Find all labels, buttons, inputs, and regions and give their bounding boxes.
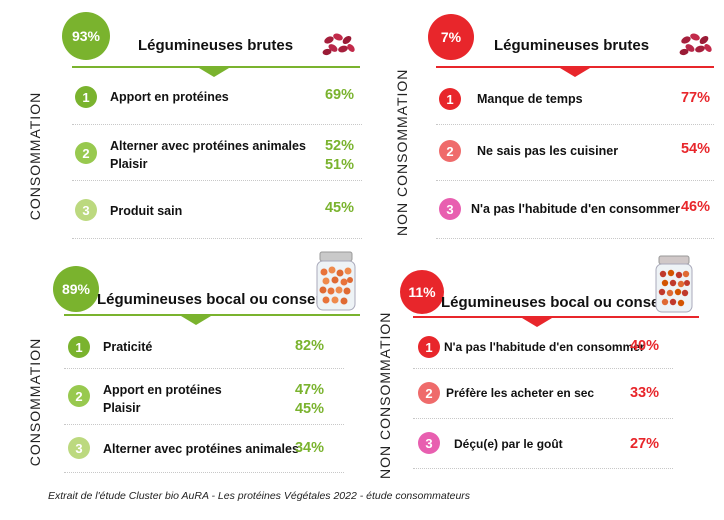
panel-underline: [413, 316, 699, 318]
reason-value: 82%: [294, 338, 324, 354]
reason-label: Plaisir: [110, 157, 148, 171]
jar-icon: [652, 254, 696, 314]
reason-label: Apport en protéines: [103, 383, 222, 397]
source-caption: Extrait de l'étude Cluster bio AuRA - Le…: [48, 490, 471, 502]
rank-badge: 3: [68, 437, 90, 459]
reason-value: 45%: [294, 401, 324, 417]
reason-value: 27%: [629, 436, 659, 452]
rank-badge: 2: [439, 140, 461, 162]
rank-badge: 1: [418, 336, 440, 358]
divider: [413, 368, 673, 370]
reason-value: 46%: [680, 199, 710, 215]
reason-value: 77%: [680, 90, 710, 106]
share-badge: 11%: [400, 270, 444, 314]
reason-label: N'a pas l'habitude d'en consommer: [471, 202, 680, 216]
reason-value: 69%: [324, 87, 354, 103]
divider: [72, 238, 362, 240]
red-beans-icon: [321, 30, 357, 58]
rank-badge: 1: [439, 88, 461, 110]
reason-label: Praticité: [103, 340, 153, 354]
group-label: CONSOMMATION: [27, 337, 43, 467]
reason-label: Plaisir: [103, 401, 141, 415]
reason-value: 40%: [629, 338, 659, 354]
reason-label: Manque de temps: [477, 92, 583, 106]
reason-label: Alterner avec protéines animales: [110, 139, 306, 153]
group-label: NON CONSOMMATION: [394, 68, 410, 236]
divider: [436, 124, 714, 126]
panel-pointer: [522, 318, 552, 327]
reason-label: Produit sain: [110, 204, 183, 218]
divider: [72, 180, 362, 182]
group-label: CONSOMMATION: [27, 91, 43, 221]
divider: [64, 472, 344, 474]
divider: [413, 468, 673, 470]
red-beans-icon: [678, 30, 714, 58]
rank-badge: 3: [439, 198, 461, 220]
panel-underline: [64, 314, 360, 316]
share-badge: 7%: [428, 14, 474, 60]
rank-badge: 3: [75, 199, 97, 221]
group-label: NON CONSOMMATION: [377, 311, 393, 479]
rank-badge: 2: [68, 385, 90, 407]
panel-title: Légumineuses brutes: [494, 37, 650, 54]
reason-value: 45%: [324, 200, 354, 216]
reason-value: 33%: [629, 385, 659, 401]
divider: [72, 124, 362, 126]
reason-label: N'a pas l'habitude d'en consommer: [444, 340, 645, 354]
reason-value: 47%: [294, 382, 324, 398]
divider: [436, 180, 714, 182]
rank-badge: 1: [75, 86, 97, 108]
reason-value: 34%: [294, 440, 324, 456]
panel-pointer: [181, 316, 211, 325]
rank-badge: 2: [418, 382, 440, 404]
reason-value: 51%: [324, 157, 354, 173]
panel-title: Légumineuses brutes: [138, 37, 294, 54]
divider: [64, 424, 344, 426]
reason-label: Apport en protéines: [110, 90, 229, 104]
divider: [436, 238, 714, 240]
rank-badge: 2: [75, 142, 97, 164]
reason-value: 54%: [680, 141, 710, 157]
share-badge: 89%: [53, 266, 99, 312]
share-badge: 93%: [62, 12, 110, 60]
rank-badge: 1: [68, 336, 90, 358]
reason-label: Alterner avec protéines animales: [103, 442, 299, 456]
reason-label: Déçu(e) par le goût: [454, 437, 563, 451]
reason-value: 52%: [324, 138, 354, 154]
reason-label: Ne sais pas les cuisiner: [477, 144, 619, 158]
reason-label: Préfère les acheter en sec: [446, 386, 595, 400]
panel-pointer: [560, 68, 590, 77]
jar-icon: [312, 250, 360, 312]
rank-badge: 3: [418, 432, 440, 454]
panel-title: Légumineuses bocal ou conserve: [97, 291, 338, 308]
panel-title: Légumineuses bocal ou conserve: [441, 294, 682, 311]
panel-underline: [436, 66, 714, 68]
divider: [64, 368, 344, 370]
panel-underline: [72, 66, 360, 68]
divider: [413, 418, 673, 420]
panel-pointer: [199, 68, 229, 77]
